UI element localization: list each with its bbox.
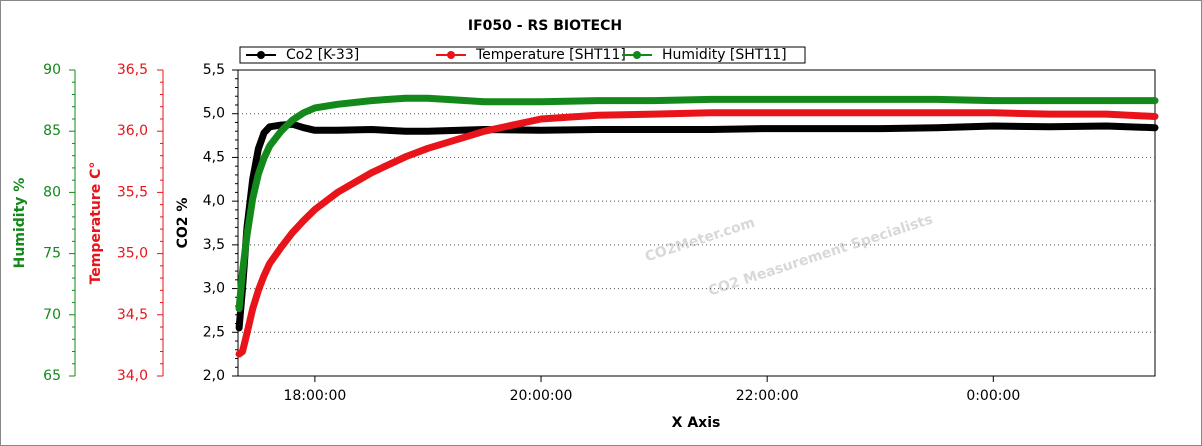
series-line bbox=[235, 94, 1159, 313]
legend-marker bbox=[447, 51, 455, 59]
y-tick-label: 35,0 bbox=[117, 246, 148, 262]
y-tick-label: 2,0 bbox=[203, 368, 225, 384]
y-tick-label: 36,0 bbox=[117, 123, 148, 139]
x-tick-label: 0:00:00 bbox=[966, 388, 1020, 404]
x-tick-label: 22:00:00 bbox=[736, 388, 799, 404]
chart-title: IF050 - RS BIOTECH bbox=[468, 18, 622, 34]
y-tick-label: 5,5 bbox=[203, 62, 225, 78]
y-tick-label: 75 bbox=[43, 246, 61, 262]
y-tick-label: 65 bbox=[43, 368, 61, 384]
y-tick-label: 80 bbox=[43, 184, 61, 200]
y-tick-label: 90 bbox=[43, 62, 61, 78]
y3-axis-title: Humidity % bbox=[12, 178, 28, 269]
y-tick-label: 85 bbox=[43, 123, 61, 139]
legend: Co2 [K-33] Temperature [SHT11] Humidity [S… bbox=[239, 46, 806, 64]
plot-area bbox=[237, 69, 1156, 377]
y2-axis-title: Temperature C° bbox=[88, 162, 104, 285]
y-tick-label: 34,0 bbox=[117, 368, 148, 384]
series-line bbox=[235, 120, 1159, 332]
x-tick-label: 18:00:00 bbox=[283, 388, 346, 404]
legend-label: Temperature [SHT11] bbox=[475, 47, 626, 63]
x-tick-label: 20:00:00 bbox=[510, 388, 573, 404]
y-tick-label: 34,5 bbox=[117, 307, 148, 323]
y-tick-label: 36,5 bbox=[117, 62, 148, 78]
y-tick-label: 2,5 bbox=[203, 324, 225, 340]
y-tick-label: 5,0 bbox=[203, 106, 225, 122]
y-tick-label: 4,5 bbox=[203, 149, 225, 165]
legend-marker bbox=[633, 51, 641, 59]
legend-box bbox=[239, 46, 806, 64]
y-axis-title: CO2 % bbox=[175, 198, 191, 249]
legend-label: Co2 [K-33] bbox=[286, 47, 359, 63]
y-tick-label: 3,0 bbox=[203, 281, 225, 297]
y-tick-label: 4,0 bbox=[203, 193, 225, 209]
legend-marker bbox=[257, 51, 265, 59]
y-tick-label: 35,5 bbox=[117, 184, 148, 200]
legend-label: Humidity [SHT11] bbox=[662, 47, 787, 63]
y-tick-label: 70 bbox=[43, 307, 61, 323]
series-line bbox=[235, 109, 1159, 358]
x-axis-title: X Axis bbox=[672, 415, 721, 431]
y-tick-label: 3,5 bbox=[203, 237, 225, 253]
